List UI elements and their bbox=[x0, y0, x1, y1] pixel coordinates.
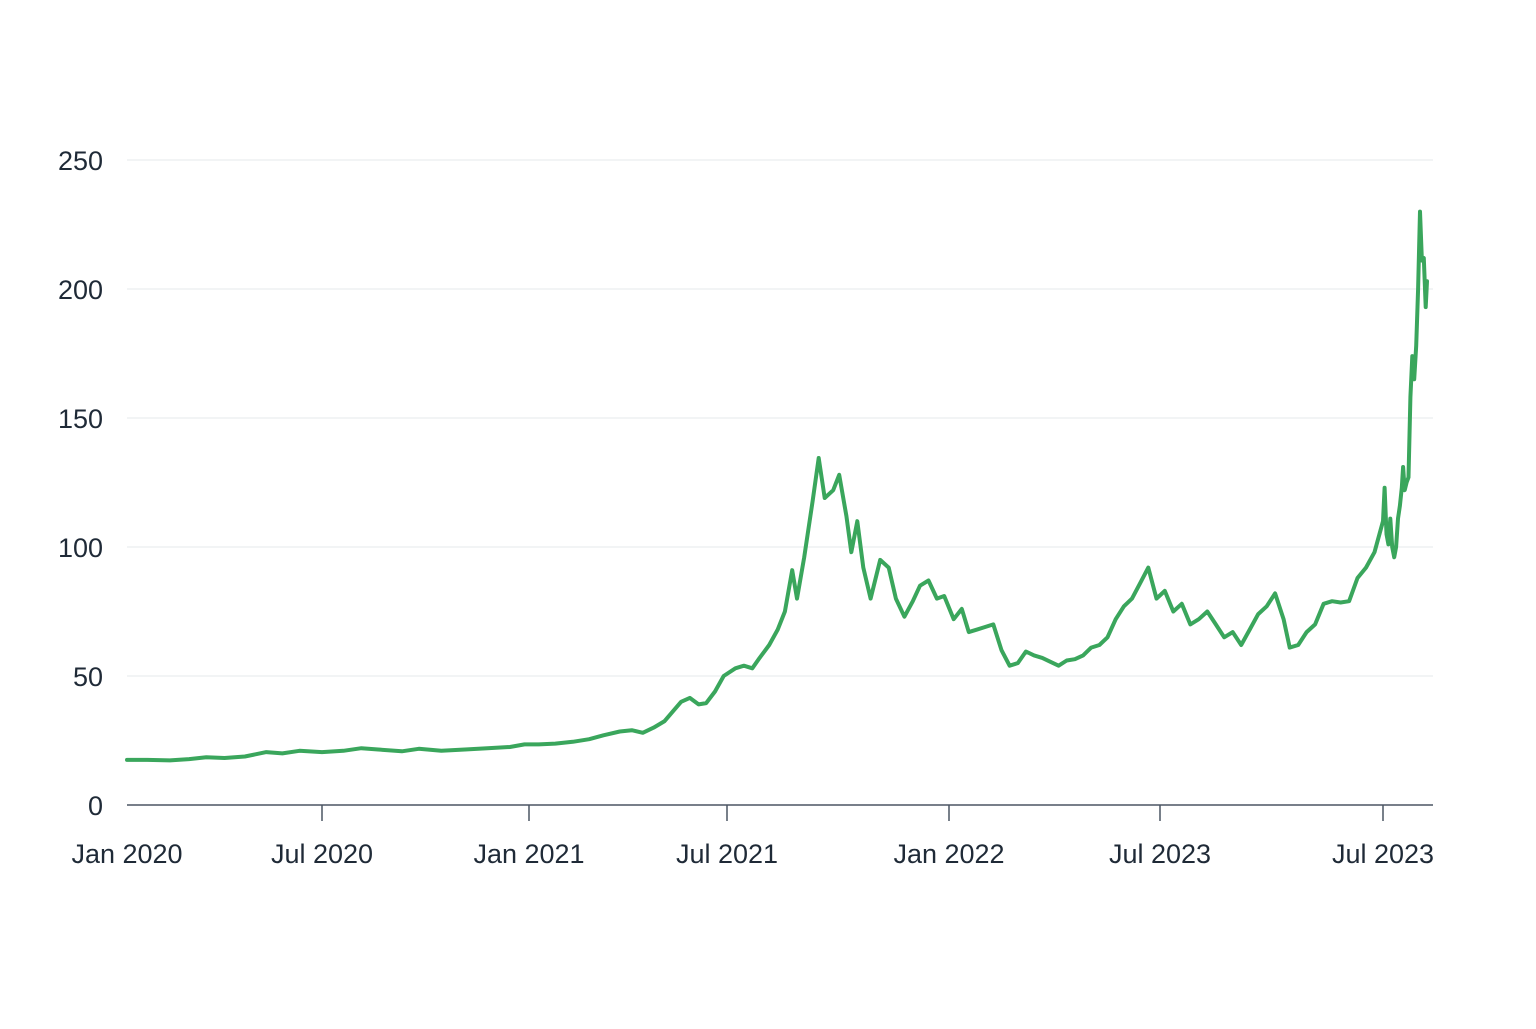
y-tick-label: 250 bbox=[58, 146, 103, 176]
x-tick-label: Jul 2020 bbox=[271, 839, 373, 869]
axis-layer bbox=[127, 804, 1433, 821]
label-layer: 0 50 100 150 200 250 Jan 2020 Jul 2020 Jan 2021 J… bbox=[58, 146, 1434, 869]
y-tick-label: 0 bbox=[88, 791, 103, 821]
x-tick-label: Jan 2021 bbox=[473, 839, 584, 869]
series-line bbox=[125, 209, 1429, 763]
x-tick-label: Jul 2023 bbox=[1109, 839, 1211, 869]
x-tick-label: Jan 2020 bbox=[71, 839, 182, 869]
y-tick-label: 200 bbox=[58, 275, 103, 305]
grid-layer bbox=[127, 159, 1433, 677]
series-layer bbox=[125, 209, 1429, 763]
y-tick-label: 50 bbox=[73, 662, 103, 692]
y-tick-label: 150 bbox=[58, 404, 103, 434]
x-tick-label: Jul 2021 bbox=[676, 839, 778, 869]
x-tick-label: Jul 2023 bbox=[1332, 839, 1434, 869]
y-tick-label: 100 bbox=[58, 533, 103, 563]
x-tick-label: Jan 2022 bbox=[893, 839, 1004, 869]
